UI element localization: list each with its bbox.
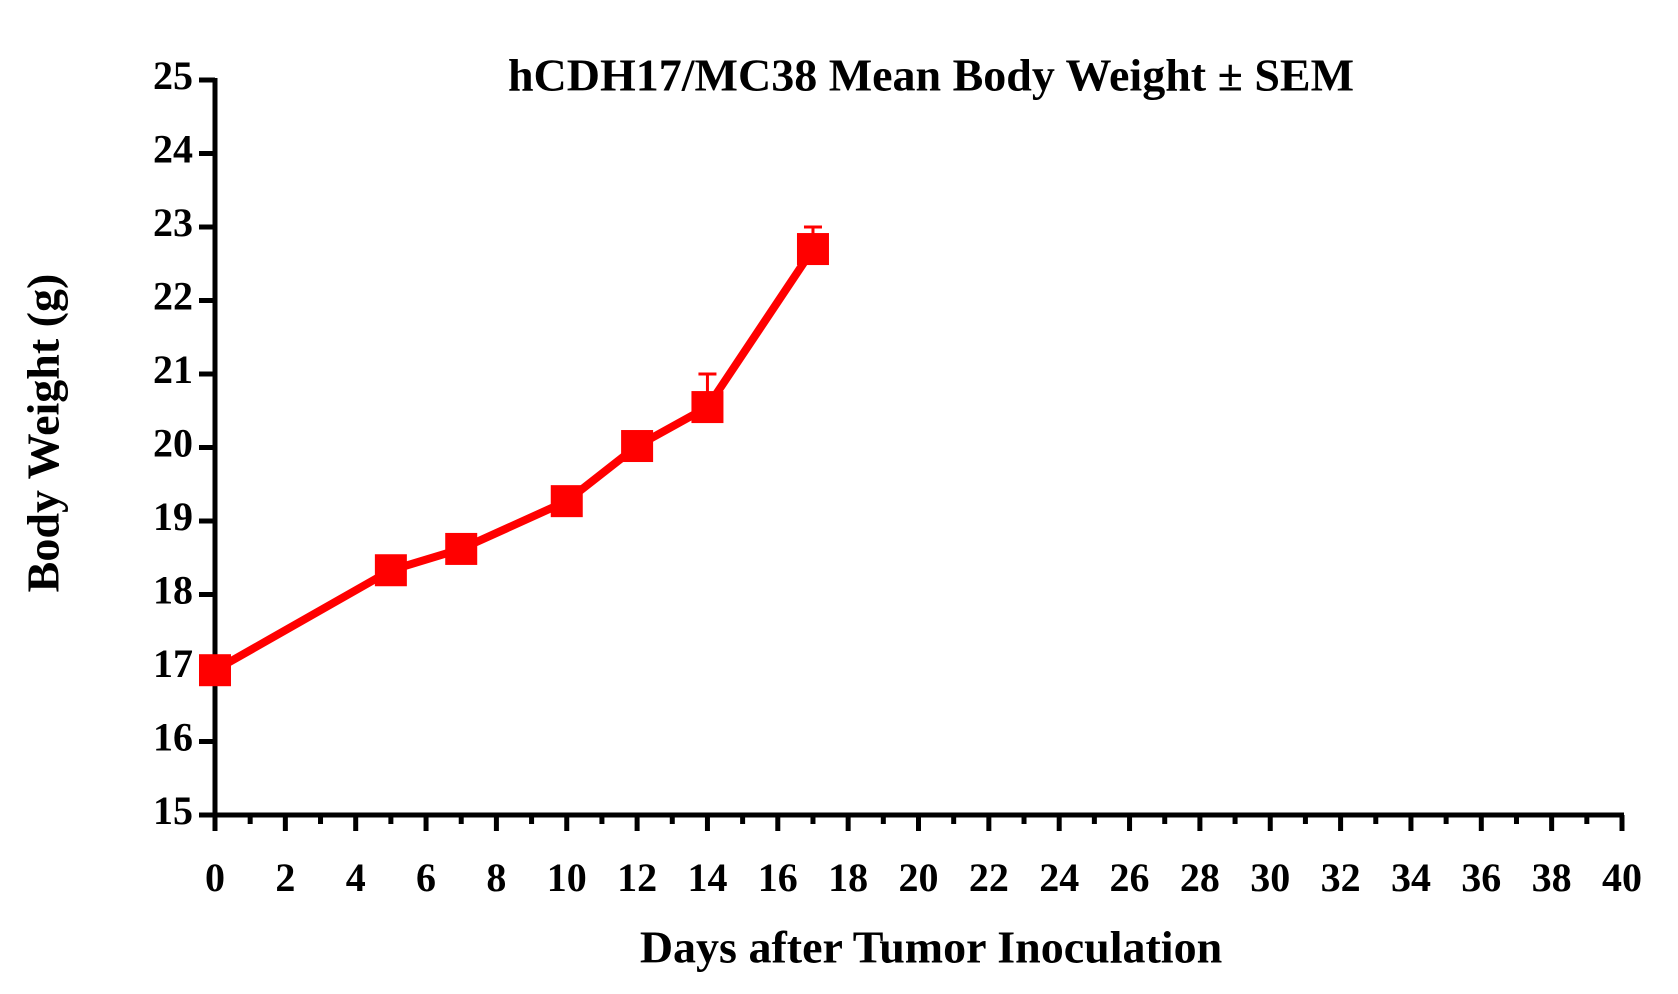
y-tick-label: 17 xyxy=(153,641,193,686)
x-tick-label: 30 xyxy=(1250,855,1290,900)
y-tick-label: 18 xyxy=(153,568,193,613)
y-tick-label: 15 xyxy=(153,788,193,833)
marker xyxy=(550,485,583,518)
x-axis-title: Days after Tumor Inoculation xyxy=(640,922,1222,973)
marker xyxy=(796,233,829,266)
chart-title: hCDH17/MC38 Mean Body Weight ± SEM xyxy=(508,50,1354,101)
x-tick-label: 34 xyxy=(1391,855,1431,900)
x-tick-label: 6 xyxy=(416,855,436,900)
y-tick-label: 24 xyxy=(153,127,193,172)
line xyxy=(213,246,817,674)
y-tick-label: 20 xyxy=(153,421,193,466)
marker xyxy=(621,430,654,463)
y-axis-title: Body Weight (g) xyxy=(18,274,69,593)
y-tick-label: 25 xyxy=(153,53,193,98)
y-tick-label: 16 xyxy=(153,715,193,760)
x-tick-label: 4 xyxy=(346,855,366,900)
marker xyxy=(374,554,407,587)
x-tick-label: 40 xyxy=(1602,855,1642,900)
x-tick-label: 18 xyxy=(828,855,868,900)
marker xyxy=(445,532,478,565)
x-tick-label: 38 xyxy=(1532,855,1572,900)
x-tick-label: 2 xyxy=(275,855,295,900)
y-tick-label: 22 xyxy=(153,274,193,319)
marker xyxy=(199,654,231,687)
x-tick-label: 14 xyxy=(687,855,727,900)
x-tick-label: 36 xyxy=(1461,855,1501,900)
x-tick-label: 12 xyxy=(617,855,657,900)
marker xyxy=(691,391,724,424)
x-tick-label: 32 xyxy=(1321,855,1361,900)
y-tick-label: 19 xyxy=(153,494,193,539)
x-tick-label: 24 xyxy=(1039,855,1079,900)
x-tick-label: 26 xyxy=(1110,855,1150,900)
x-tick-label: 10 xyxy=(547,855,587,900)
x-tick-label: 28 xyxy=(1180,855,1220,900)
x-tick-label: 0 xyxy=(205,855,225,900)
x-tick-label: 16 xyxy=(758,855,798,900)
x-tick-label: 22 xyxy=(969,855,1009,900)
x-tick-label: 20 xyxy=(899,855,939,900)
y-tick-label: 21 xyxy=(153,347,193,392)
y-tick-label: 23 xyxy=(153,200,193,245)
x-tick-label: 8 xyxy=(486,855,506,900)
